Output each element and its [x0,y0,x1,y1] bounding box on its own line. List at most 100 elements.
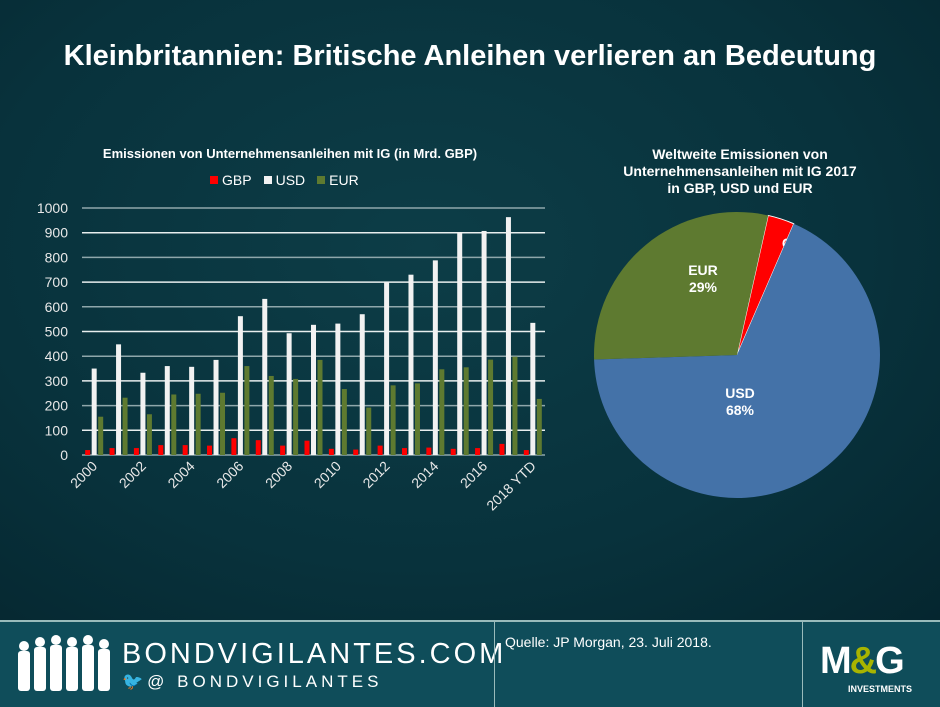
y-tick-label: 100 [45,422,69,438]
bar-usd-2011 [359,314,365,455]
legend-usd: USD [263,172,305,188]
x-tick-label: 2012 [359,458,392,491]
pie-chart-title: Weltweite Emissionen von Unternehmensanl… [590,146,890,197]
bar-eur-2004 [195,393,201,455]
bar-eur-2013 [414,383,420,455]
bar-eur-2001 [122,397,128,455]
y-tick-label: 700 [45,274,69,290]
mg-logo-sub: INVESTMENTS [848,684,913,694]
x-tick-label: 2016 [457,458,490,491]
bar-eur-2008 [293,378,299,455]
bar-usd-2007 [262,298,268,455]
charts-svg: 0 100 200 300 400 500 600 700 800 900 1000 2000 2002… [37,200,880,514]
pie-title-line: in GBP, USD und EUR [667,180,813,196]
y-tick-label: 800 [45,249,69,265]
y-tick-label: 1000 [37,200,68,216]
bar-eur-2018-YTD [536,398,542,455]
bar-usd-2004 [189,366,195,455]
x-tick-label: 2004 [164,458,197,491]
bar-usd-2002 [140,372,146,455]
bar-eur-2017 [512,356,518,455]
bar-gbp-2009 [304,440,310,455]
bar-eur-2016 [488,359,494,455]
bar-usd-2012 [384,282,390,455]
y-tick-label: 900 [45,225,69,241]
bar-eur-2015 [463,367,469,455]
bar-usd-2009 [311,324,316,455]
mg-logo: M&G [820,640,905,682]
divider [494,622,495,707]
page-title: Kleinbritannien: Britische Anleihen verl… [63,40,877,72]
bar-gbp-2000 [85,450,91,455]
bar-eur-2006 [244,366,250,455]
bar-eur-2002 [146,414,152,455]
legend-gbp: GBP [210,172,252,188]
bar-usd-2017 [505,217,511,455]
pie-slice-eur [594,211,769,360]
bar-gbp-2003 [158,445,164,455]
bar-gbp-2006 [231,438,237,455]
bar-usd-2008 [286,333,292,455]
bar-gbp-2015 [450,448,456,455]
bar-eur-2014 [439,369,445,455]
bar-gbp-2013 [401,448,407,455]
bar-usd-2014 [432,260,438,455]
bar-usd-2000 [91,368,97,455]
bar-eur-2009 [317,359,323,455]
legend-eur: EUR [317,172,359,188]
x-tick-label: 2014 [408,458,441,491]
bar-usd-2003 [164,366,170,455]
y-tick-label: 300 [45,373,69,389]
bar-gbp-2016 [475,448,481,455]
bar-usd-2013 [408,274,414,455]
bar-usd-2001 [116,344,122,455]
bar-gbp-2012 [377,445,383,455]
pie-slice-usd [594,223,880,498]
x-tick-label: 2010 [311,458,344,491]
bar-eur-2005 [220,392,226,455]
footer: BONDVIGILANTES.COM 🐦@ BONDVIGILANTES Que… [0,620,940,707]
y-tick-label: 600 [45,299,69,315]
bar-usd-2016 [481,230,487,455]
bar-gbp-2007 [255,440,261,455]
twitter-handle: 🐦@ BONDVIGILANTES [122,672,382,692]
bar-eur-2010 [341,389,347,455]
bar-eur-2003 [171,394,177,455]
bar-usd-2010 [335,323,341,455]
bar-usd-2005 [213,359,219,455]
legend-label: GBP [222,172,252,188]
bar-gbp-2004 [182,445,188,455]
bar-gbp-2005 [207,445,213,455]
bar-eur-2011 [366,407,372,455]
x-tick-label: 2002 [116,458,149,491]
x-tick-label: 2000 [67,458,100,491]
bar-gbp-2011 [353,449,359,455]
y-tick-label: 500 [45,324,69,340]
source-note: Quelle: JP Morgan, 23. Juli 2018. [505,634,712,650]
bar-gbp-2017 [499,443,505,455]
pie-title-line: Unternehmensanleihen mit IG 2017 [623,163,857,179]
y-tick-label: 400 [45,348,69,364]
bar-gbp-2010 [328,448,334,455]
x-tick-label: 2018 YTD [483,458,539,514]
people-silhouettes-logo [18,635,110,691]
pie-pct-usd: 68% [726,402,755,418]
pie-label-usd: USD [725,385,755,401]
x-tick-label: 2006 [213,458,246,491]
bar-gbp-2001 [109,448,115,455]
legend-label: EUR [329,172,359,188]
pie-title-line: Weltweite Emissionen von [652,146,828,162]
x-tick-label: 2008 [262,458,295,491]
y-tick-label: 0 [60,447,68,463]
bar-usd-2006 [237,316,243,455]
site-name: BONDVIGILANTES.COM [122,638,507,670]
bar-gbp-2014 [426,447,432,455]
bar-chart-title: Emissionen von Unternehmensanleihen mit … [102,146,478,161]
pie-label-eur: EUR [688,262,718,278]
pie-pct-eur: 29% [689,279,718,295]
bar-gbp-2008 [280,445,286,455]
bar-eur-2000 [98,416,104,455]
bar-usd-2015 [457,232,463,455]
divider [802,622,803,707]
bar-chart-legend: GBP USD EUR [210,172,359,188]
